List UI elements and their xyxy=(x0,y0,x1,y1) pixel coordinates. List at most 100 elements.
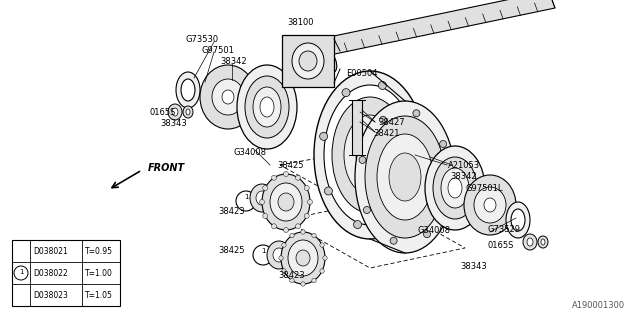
Bar xyxy=(352,100,362,155)
Text: 0165S: 0165S xyxy=(150,108,177,117)
Ellipse shape xyxy=(299,51,317,71)
Text: G97501: G97501 xyxy=(202,46,235,55)
Ellipse shape xyxy=(364,146,376,164)
Ellipse shape xyxy=(538,236,548,248)
Ellipse shape xyxy=(183,106,193,118)
Ellipse shape xyxy=(464,175,516,235)
Circle shape xyxy=(290,278,294,283)
Circle shape xyxy=(324,187,332,195)
Text: G34008: G34008 xyxy=(418,226,451,235)
Circle shape xyxy=(424,231,431,238)
Circle shape xyxy=(236,191,256,211)
Ellipse shape xyxy=(222,90,234,104)
Circle shape xyxy=(312,278,316,283)
Ellipse shape xyxy=(332,97,408,213)
Text: G73529: G73529 xyxy=(488,225,521,234)
Circle shape xyxy=(284,172,289,177)
Ellipse shape xyxy=(377,134,433,220)
Text: D038023: D038023 xyxy=(33,291,68,300)
Circle shape xyxy=(271,224,276,229)
Circle shape xyxy=(323,256,327,260)
Text: 0165S: 0165S xyxy=(488,241,515,250)
Circle shape xyxy=(304,186,309,190)
Ellipse shape xyxy=(323,52,337,73)
Bar xyxy=(12,240,120,306)
Ellipse shape xyxy=(448,178,462,198)
Text: G34008: G34008 xyxy=(234,148,267,157)
Text: E00504: E00504 xyxy=(346,69,378,78)
Ellipse shape xyxy=(172,108,178,116)
Ellipse shape xyxy=(433,157,477,219)
Text: 38425: 38425 xyxy=(277,161,303,170)
Circle shape xyxy=(271,175,276,180)
Circle shape xyxy=(390,237,397,244)
Text: A21053: A21053 xyxy=(448,161,480,170)
Ellipse shape xyxy=(523,234,537,250)
Ellipse shape xyxy=(250,184,274,212)
Ellipse shape xyxy=(511,209,525,231)
Ellipse shape xyxy=(262,174,310,230)
Circle shape xyxy=(359,156,366,164)
Polygon shape xyxy=(324,0,555,55)
Ellipse shape xyxy=(278,193,294,211)
Text: 38343: 38343 xyxy=(460,262,487,271)
Ellipse shape xyxy=(344,115,396,195)
Ellipse shape xyxy=(256,191,268,205)
Text: 38421: 38421 xyxy=(373,129,399,138)
Ellipse shape xyxy=(181,79,195,101)
Circle shape xyxy=(282,243,286,247)
Circle shape xyxy=(408,115,415,123)
Circle shape xyxy=(412,170,420,178)
Circle shape xyxy=(282,269,286,273)
Circle shape xyxy=(364,206,371,213)
Ellipse shape xyxy=(296,250,310,266)
Text: 38423: 38423 xyxy=(278,271,305,280)
Circle shape xyxy=(296,175,301,180)
Text: T=1.05: T=1.05 xyxy=(85,291,113,300)
Ellipse shape xyxy=(288,240,318,276)
Ellipse shape xyxy=(506,202,530,238)
Ellipse shape xyxy=(356,134,384,176)
Ellipse shape xyxy=(425,146,485,230)
Ellipse shape xyxy=(267,241,291,269)
Ellipse shape xyxy=(474,187,506,223)
Ellipse shape xyxy=(314,71,426,239)
Text: G73530: G73530 xyxy=(185,35,218,44)
Ellipse shape xyxy=(441,168,469,208)
Ellipse shape xyxy=(237,65,297,149)
Text: D038022: D038022 xyxy=(33,269,68,278)
Circle shape xyxy=(444,191,451,197)
Circle shape xyxy=(342,89,350,97)
Text: FRONT: FRONT xyxy=(148,163,185,173)
Circle shape xyxy=(440,140,447,148)
Text: 38100: 38100 xyxy=(287,18,314,27)
Ellipse shape xyxy=(253,87,281,127)
Text: 38342: 38342 xyxy=(220,57,246,66)
Circle shape xyxy=(262,186,268,190)
Ellipse shape xyxy=(200,65,256,129)
Ellipse shape xyxy=(292,43,324,79)
Text: A190001300: A190001300 xyxy=(572,301,625,310)
Ellipse shape xyxy=(245,76,289,138)
Circle shape xyxy=(320,269,324,273)
Ellipse shape xyxy=(176,72,200,108)
Ellipse shape xyxy=(541,239,545,245)
Ellipse shape xyxy=(355,101,455,253)
Ellipse shape xyxy=(212,79,244,115)
Text: T=0.95: T=0.95 xyxy=(85,247,113,256)
Text: 1: 1 xyxy=(19,269,23,275)
Text: 38425: 38425 xyxy=(218,246,244,255)
Circle shape xyxy=(380,116,387,123)
Circle shape xyxy=(301,230,305,234)
Circle shape xyxy=(284,228,289,233)
Text: 38343: 38343 xyxy=(160,119,187,128)
Ellipse shape xyxy=(273,248,285,262)
Ellipse shape xyxy=(270,183,302,221)
Ellipse shape xyxy=(168,104,182,120)
Circle shape xyxy=(307,199,312,204)
Text: 1: 1 xyxy=(244,194,248,200)
Circle shape xyxy=(253,245,273,265)
Circle shape xyxy=(320,243,324,247)
Text: G97501L: G97501L xyxy=(466,184,504,193)
Circle shape xyxy=(413,110,420,117)
